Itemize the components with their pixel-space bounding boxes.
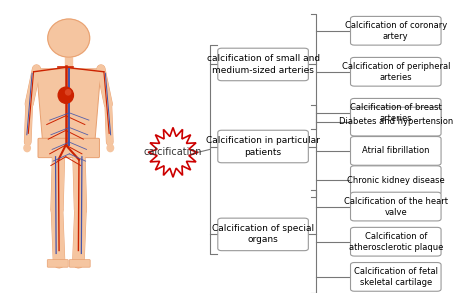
Text: Calcification of breast
arteries: Calcification of breast arteries <box>350 103 442 123</box>
Text: Calcification of peripheral
arteries: Calcification of peripheral arteries <box>342 62 450 82</box>
Text: Calcification of
atherosclerotic plaque: Calcification of atherosclerotic plaque <box>348 232 443 252</box>
Text: Calcification of special
organs: Calcification of special organs <box>212 224 314 244</box>
FancyBboxPatch shape <box>350 166 441 195</box>
Polygon shape <box>148 127 198 177</box>
Text: Calcification of the heart
valve: Calcification of the heart valve <box>344 197 448 217</box>
FancyBboxPatch shape <box>350 192 441 221</box>
FancyBboxPatch shape <box>350 16 441 45</box>
FancyBboxPatch shape <box>47 260 68 267</box>
Text: Atrial fibrillation: Atrial fibrillation <box>362 146 429 155</box>
FancyBboxPatch shape <box>350 57 441 86</box>
FancyBboxPatch shape <box>38 138 100 158</box>
FancyBboxPatch shape <box>350 263 441 291</box>
FancyBboxPatch shape <box>350 137 441 165</box>
Polygon shape <box>36 69 101 139</box>
Ellipse shape <box>24 144 30 152</box>
Bar <box>65 57 73 69</box>
Text: calcification: calcification <box>144 147 202 157</box>
FancyBboxPatch shape <box>350 227 441 256</box>
Ellipse shape <box>65 90 71 95</box>
FancyBboxPatch shape <box>218 130 309 163</box>
FancyBboxPatch shape <box>69 260 90 267</box>
FancyBboxPatch shape <box>218 218 309 251</box>
FancyBboxPatch shape <box>350 98 441 127</box>
Text: Diabetes and hypertension: Diabetes and hypertension <box>338 117 453 126</box>
FancyBboxPatch shape <box>350 107 441 136</box>
Ellipse shape <box>107 144 114 152</box>
Ellipse shape <box>48 19 90 57</box>
Text: Calcification of coronary
artery: Calcification of coronary artery <box>345 21 447 41</box>
Text: Chronic kidney disease: Chronic kidney disease <box>347 176 445 185</box>
FancyBboxPatch shape <box>218 48 309 81</box>
Ellipse shape <box>58 87 73 103</box>
Text: calcification of small and
medium-sized arteries: calcification of small and medium-sized … <box>207 54 319 74</box>
Text: Calcification of fetal
skeletal cartilage: Calcification of fetal skeletal cartilag… <box>354 267 438 287</box>
Text: Calcification in particular
patients: Calcification in particular patients <box>206 137 320 156</box>
